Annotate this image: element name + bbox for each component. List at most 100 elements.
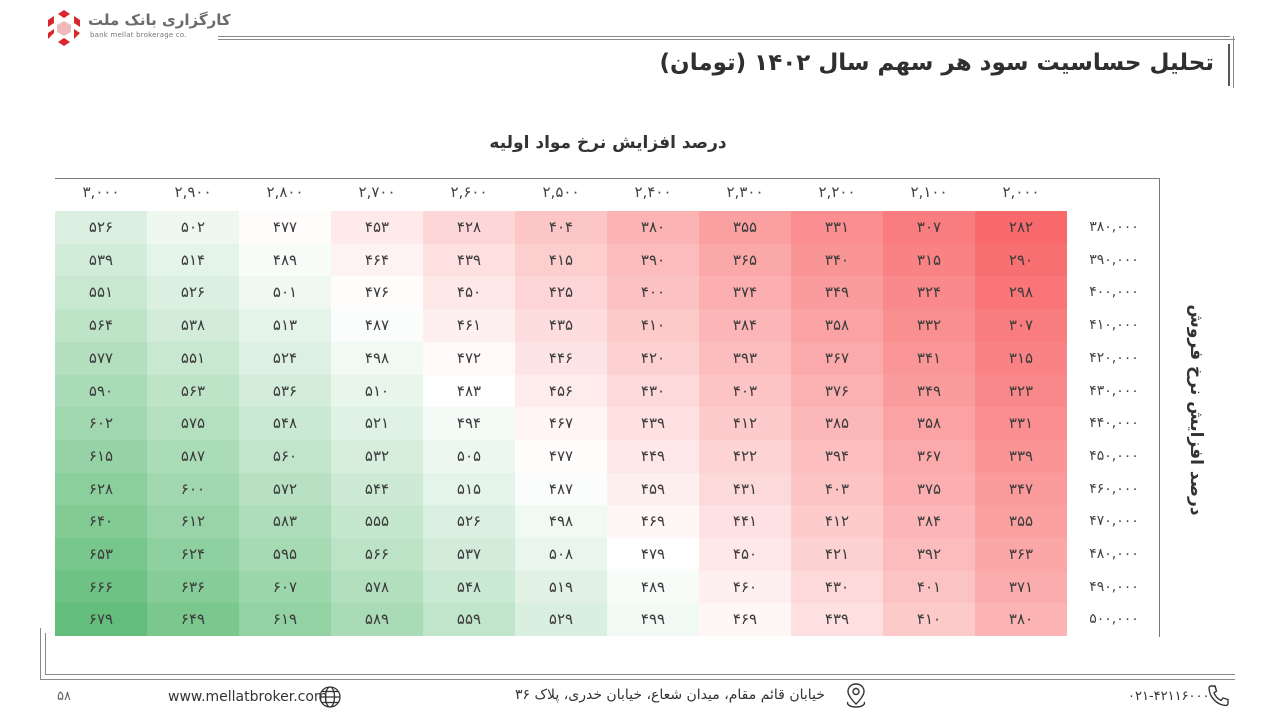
- heatmap-cell: ۵۵۱: [147, 341, 239, 375]
- bottom-rule: [45, 674, 1235, 675]
- page-title: تحلیل حساسیت سود هر سهم سال ۱۴۰۲ (تومان): [659, 50, 1214, 76]
- heatmap-cell: ۴۰۳: [791, 472, 883, 506]
- heatmap-cell: ۴۲۸: [423, 211, 515, 244]
- heatmap-cell: ۴۴۶: [515, 341, 607, 375]
- heatmap-cell: ۴۵۶: [515, 374, 607, 408]
- heatmap-cell: ۵۸۳: [239, 505, 331, 539]
- heatmap-cell: ۴۳۹: [607, 407, 699, 441]
- heatmap-cell: ۶۰۰: [147, 472, 239, 506]
- heatmap-cell: ۴۲۵: [515, 276, 607, 310]
- heatmap-cell: ۵۴۸: [239, 407, 331, 441]
- heatmap-cell: ۵۸۹: [331, 603, 423, 637]
- bottom-rule-2: [40, 679, 1235, 680]
- heatmap-cell: ۵۵۵: [331, 505, 423, 539]
- heatmap-cell: ۴۳۰: [607, 374, 699, 408]
- heatmap-cell: ۵۴۸: [423, 570, 515, 604]
- heatmap-cell: ۳۸۰: [975, 603, 1067, 637]
- heatmap-cell: ۶۱۵: [55, 439, 147, 473]
- website-link[interactable]: www.mellatbroker.com: [168, 689, 328, 705]
- heatmap-cell: ۴۵۰: [699, 538, 791, 571]
- phone-number[interactable]: ۰۲۱-۴۲۱۱۶۰۰۰: [1128, 689, 1210, 704]
- heatmap-cell: ۵۸۷: [147, 439, 239, 473]
- heatmap-cell: ۳۹۳: [699, 341, 791, 375]
- heatmap-cell: ۵۷۷: [55, 341, 147, 375]
- heatmap-cell: ۵۲۹: [515, 603, 607, 637]
- row-header: ۴۵۰,۰۰۰: [1089, 447, 1139, 464]
- column-header: ۲,۸۰۰: [266, 183, 304, 201]
- heatmap-cell: ۳۶۷: [883, 439, 975, 473]
- heatmap-cell: ۳۷۵: [883, 472, 975, 506]
- heatmap-cell: ۳۴۷: [975, 472, 1067, 506]
- heatmap-cell: ۳۰۷: [975, 309, 1067, 343]
- heatmap-cell: ۴۶۹: [607, 505, 699, 539]
- heatmap-cell: ۳۸۴: [883, 505, 975, 539]
- heatmap-cell: ۳۸۴: [699, 309, 791, 343]
- heatmap-cell: ۵۰۱: [239, 276, 331, 310]
- row-header: ۳۸۰,۰۰۰: [1089, 219, 1139, 235]
- heatmap-cell: ۳۷۶: [791, 374, 883, 408]
- heatmap-cell: ۴۱۲: [791, 505, 883, 539]
- column-header: ۲,۴۰۰: [634, 183, 672, 201]
- heatmap-cell: ۴۶۱: [423, 309, 515, 343]
- heatmap-cell: ۵۶۰: [239, 439, 331, 473]
- row-header: ۴۱۰,۰۰۰: [1089, 317, 1139, 334]
- row-header: ۴۸۰,۰۰۰: [1089, 546, 1139, 562]
- heatmap-cell: ۳۸۰: [607, 211, 699, 244]
- heatmap-cell: ۳۳۱: [975, 407, 1067, 441]
- column-axis-title: درصد افزایش نرخ مواد اولیه: [489, 133, 727, 153]
- heatmap-cell: ۶۱۲: [147, 505, 239, 539]
- heatmap-cell: ۵۳۶: [239, 374, 331, 408]
- heatmap-cell: ۶۴۰: [55, 505, 147, 539]
- heatmap-cell: ۴۲۱: [791, 538, 883, 571]
- header-rule-2: [218, 39, 1235, 40]
- heatmap-cell: ۴۰۴: [515, 211, 607, 244]
- heatmap-cell: ۳۹۰: [607, 243, 699, 277]
- row-axis-title: درصد افزایش نرخ فروش: [1186, 304, 1206, 516]
- heatmap-cell: ۶۳۶: [147, 570, 239, 604]
- heatmap-cell: ۵۳۷: [423, 538, 515, 571]
- heatmap-cell: ۴۱۲: [699, 407, 791, 441]
- column-header: ۲,۹۰۰: [174, 183, 212, 201]
- heatmap-cell: ۵۳۸: [147, 309, 239, 343]
- heatmap-cell: ۴۶۷: [515, 407, 607, 441]
- heatmap-cell: ۵۰۲: [147, 211, 239, 244]
- column-header: ۲,۱۰۰: [910, 183, 948, 201]
- globe-icon: [318, 685, 342, 713]
- column-header: ۲,۳۰۰: [726, 183, 764, 201]
- heatmap-cell: ۳۰۷: [883, 211, 975, 244]
- heatmap-cell: ۴۰۳: [699, 374, 791, 408]
- brand-name: کارگزاری بانک ملت: [88, 11, 231, 29]
- heatmap-cell: ۳۷۴: [699, 276, 791, 310]
- heatmap-cell: ۲۸۲: [975, 211, 1067, 244]
- column-header: ۳,۰۰۰: [82, 183, 120, 201]
- heatmap-cell: ۳۸۵: [791, 407, 883, 441]
- column-header: ۲,۰۰۰: [1002, 183, 1040, 201]
- heatmap-cell: ۴۹۸: [331, 341, 423, 375]
- row-header: ۴۳۰,۰۰۰: [1089, 382, 1139, 399]
- column-header: ۲,۷۰۰: [358, 183, 396, 201]
- heatmap-cell: ۵۴۴: [331, 472, 423, 506]
- heatmap-cell: ۳۵۸: [791, 309, 883, 343]
- row-header: ۴۴۰,۰۰۰: [1089, 415, 1139, 432]
- heatmap-cell: ۳۷۱: [975, 570, 1067, 604]
- heatmap-cell: ۳۴۹: [883, 374, 975, 408]
- heatmap-cell: ۵۲۶: [55, 211, 147, 244]
- heatmap-cell: ۴۸۷: [515, 472, 607, 506]
- left-frame-line: [40, 628, 41, 680]
- heatmap-cell: ۵۱۴: [147, 243, 239, 277]
- heatmap-cell: ۵۱۹: [515, 570, 607, 604]
- heatmap-cell: ۴۹۹: [607, 603, 699, 637]
- heatmap-cell: ۴۳۱: [699, 472, 791, 506]
- heatmap-cell: ۵۷۲: [239, 472, 331, 506]
- sensitivity-heatmap: ۲۸۲ ۳۰۷ ۳۳۱ ۳۵۵ ۳۸۰ ۴۰۴ ۴۲۸ ۴۵۳ ۴۷۷ ۵۰۲ ۵۲۶ ۲۹۰ ۳۱۵ ۳…: [55, 211, 1069, 637]
- heatmap-cell: ۴۳۵: [515, 309, 607, 343]
- heatmap-cell: ۴۹۴: [423, 407, 515, 441]
- heatmap-cell: ۴۶۰: [699, 570, 791, 604]
- heatmap-cell: ۴۸۹: [607, 570, 699, 604]
- heatmap-cell: ۳۲۳: [975, 374, 1067, 408]
- heatmap-cell: ۵۹۵: [239, 538, 331, 571]
- heatmap-cell: ۳۵۵: [975, 505, 1067, 539]
- heatmap-cell: ۳۵۵: [699, 211, 791, 244]
- heatmap-cell: ۵۲۴: [239, 341, 331, 375]
- row-header: ۳۹۰,۰۰۰: [1089, 251, 1139, 268]
